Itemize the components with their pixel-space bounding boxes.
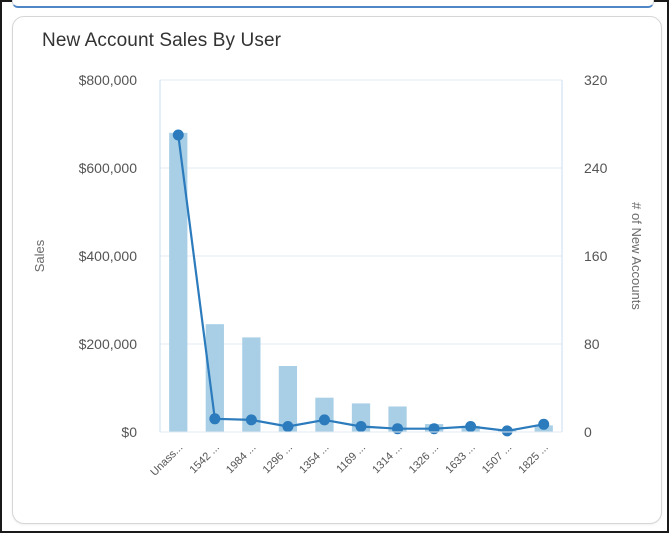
x-tick-label: 1169 ...: [334, 442, 368, 476]
previous-card-edge: [12, 0, 654, 8]
x-tick-label: 1507 ...: [480, 442, 514, 476]
axes: $0 0 $200,000 80 $400,000 160 $600,000 240 $800,…: [79, 72, 608, 479]
bar: [242, 337, 261, 432]
line-point: [172, 129, 184, 141]
line-point: [465, 421, 477, 432]
line-point: [538, 418, 550, 430]
x-tick-label: 1825 ...: [516, 442, 550, 476]
line-point: [392, 423, 404, 435]
line-series: [172, 129, 550, 437]
x-tick-label: 1633 ...: [443, 442, 477, 476]
accounts-line: [177, 134, 544, 432]
bar: [388, 406, 407, 432]
bar: [205, 324, 224, 432]
line-point: [209, 413, 221, 425]
bar-series: [169, 132, 553, 433]
line-point: [355, 421, 367, 432]
x-tick-label: 1296 ...: [261, 442, 295, 476]
line-point: [282, 421, 294, 432]
x-tick-label: 1542 ...: [188, 442, 222, 476]
y2-tick-label: 320: [584, 72, 608, 88]
x-tick-label: 1326 ...: [407, 442, 441, 476]
y-tick-label: $800,000: [79, 72, 138, 88]
x-tick-label: 1314 ...: [370, 442, 404, 476]
x-tick-label: Unass...: [148, 442, 185, 479]
bar: [169, 132, 188, 433]
y-axis-title: Sales: [32, 239, 47, 272]
line-point: [428, 423, 440, 435]
y2-tick-label: 80: [584, 336, 600, 352]
x-tick-label: 1984 ...: [224, 442, 258, 476]
y2-tick-label: 0: [584, 424, 592, 440]
chart-title: New Account Sales By User: [42, 30, 282, 51]
bar: [278, 366, 298, 432]
chart-card: [12, 16, 662, 524]
y2-tick-label: 160: [584, 248, 608, 264]
y2-tick-label: 240: [584, 160, 608, 176]
y2-axis-title: # of New Accounts: [629, 202, 644, 310]
y-tick-label: $0: [121, 424, 137, 440]
line-point: [501, 425, 513, 437]
x-tick-label: 1354 ...: [297, 442, 331, 476]
grid-lines: [160, 79, 562, 345]
line-point: [318, 414, 330, 426]
y-tick-label: $400,000: [79, 248, 138, 264]
y-tick-label: $600,000: [79, 160, 138, 176]
line-point: [245, 414, 257, 426]
y-tick-label: $200,000: [79, 336, 138, 352]
